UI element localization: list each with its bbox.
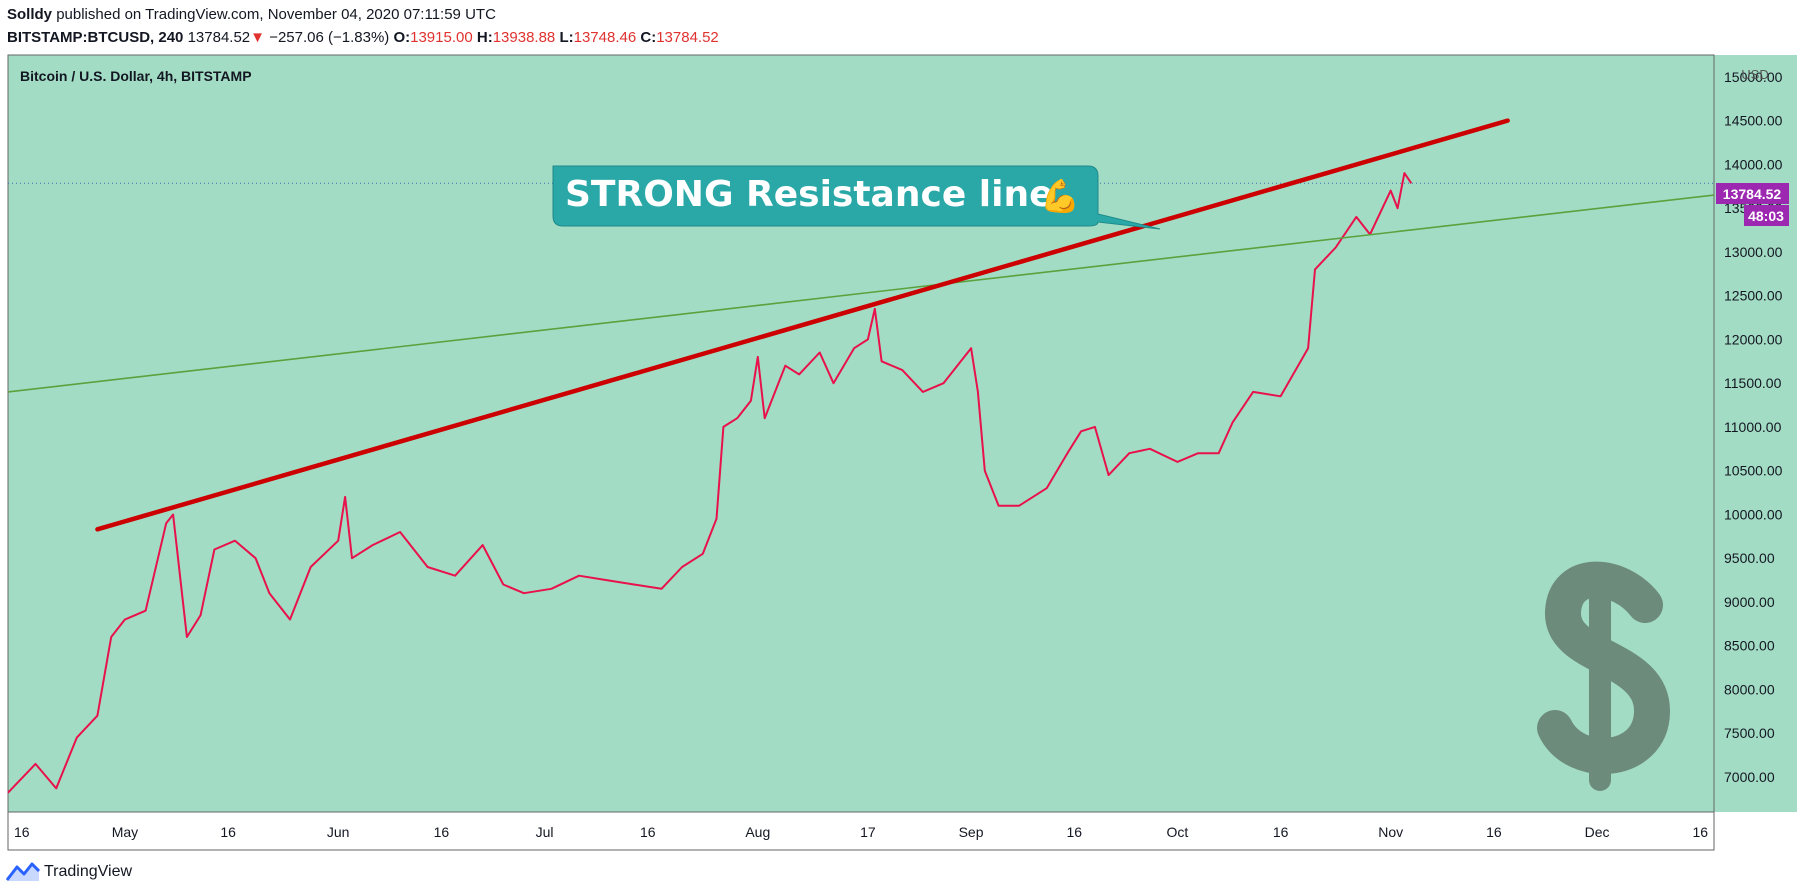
tradingview-footer[interactable]: TradingView	[6, 862, 132, 882]
price-change: −257.06 (−1.83%)	[269, 29, 390, 46]
x-tick-label: 16	[1486, 824, 1502, 840]
x-tick-label: 16	[1273, 824, 1289, 840]
low-label: L:	[559, 29, 574, 46]
y-tick-label: 11000.00	[1724, 419, 1782, 435]
x-tick-label: 16	[220, 824, 236, 840]
countdown-badge-text: 48:03	[1748, 208, 1784, 224]
y-tick-label: 10000.00	[1724, 506, 1783, 522]
tradingview-brand: TradingView	[44, 863, 133, 880]
dollar-sign-icon	[1537, 561, 1671, 791]
x-tick-label: Nov	[1378, 824, 1403, 840]
chart-title: Bitcoin / U.S. Dollar, 4h, BITSTAMP	[20, 68, 252, 84]
x-tick-label: 16	[1692, 824, 1708, 840]
author-name[interactable]: Solldy	[7, 6, 53, 23]
callout-text: STRONG Resistance line	[565, 174, 1054, 215]
published-text: published on TradingView.com, November 0…	[56, 6, 496, 23]
x-tick-label: 16	[1066, 824, 1082, 840]
y-tick-label: 15000.00	[1724, 69, 1783, 85]
open-label: O:	[393, 29, 411, 46]
publish-info: Solldy published on TradingView.com, Nov…	[7, 6, 496, 23]
x-tick-label: 17	[860, 824, 876, 840]
price-series	[7, 172, 1413, 794]
y-tick-label: 7000.00	[1724, 769, 1775, 785]
x-tick-labels: 16 May 16 Jun 16 Jul 16 Aug 17 Sep 16 Oct 16 Nov 16 Dec…	[14, 824, 1708, 840]
price-axis[interactable]	[1714, 55, 1797, 812]
high-label: H:	[476, 29, 493, 46]
x-tick-label: 16	[434, 824, 450, 840]
last-price-badge	[1716, 183, 1789, 204]
y-tick-label: 8500.00	[1724, 638, 1775, 654]
y-tick-label: 12000.00	[1724, 331, 1783, 347]
countdown-badge	[1744, 205, 1789, 226]
time-axis[interactable]	[7, 811, 1715, 851]
y-tick-label: 14500.00	[1724, 113, 1783, 129]
last-price: 13784.52	[187, 29, 251, 46]
y-tick-label: 7500.00	[1724, 725, 1775, 741]
ohlc-bar: BITSTAMP:BTCUSD, 240 13784.52▼ −257.06 (…	[7, 29, 719, 46]
y-tick-label: 11500.00	[1724, 375, 1782, 391]
x-tick-label: Jul	[536, 824, 554, 840]
low-value: 13748.46	[573, 29, 637, 46]
open-value: 13915.00	[410, 29, 473, 46]
symbol-label: BITSTAMP:BTCUSD, 240	[7, 29, 184, 46]
trend-line[interactable]	[7, 194, 1715, 393]
x-tick-label: Sep	[959, 824, 984, 840]
tradingview-logo-icon	[6, 862, 40, 881]
y-tick-label: 9500.00	[1724, 550, 1775, 566]
down-arrow-icon: ▼	[250, 29, 266, 46]
currency-label: USD	[1741, 67, 1768, 82]
y-tick-label: 12500.00	[1724, 288, 1783, 304]
close-value: 13784.52	[656, 29, 719, 46]
x-tick-label: Oct	[1167, 824, 1189, 840]
y-tick-label: 8000.00	[1724, 681, 1775, 697]
last-price-badge-text: 13784.52	[1723, 186, 1782, 202]
x-tick-label: 16	[14, 824, 30, 840]
y-tick-label: 10500.00	[1724, 463, 1783, 479]
y-tick-label: 13000.00	[1724, 244, 1783, 260]
x-tick-label: 16	[640, 824, 656, 840]
x-tick-label: Jun	[327, 824, 350, 840]
callout-box	[552, 165, 1161, 230]
x-tick-label: May	[112, 824, 138, 840]
x-tick-label: Dec	[1585, 824, 1610, 840]
high-value: 13938.88	[492, 29, 556, 46]
annotation-callout[interactable]: STRONG Resistance line 💪	[552, 165, 1161, 230]
resistance-line[interactable]	[95, 118, 1510, 532]
y-tick-labels: 7000.00 7500.00 8000.00 8500.00 9000.00 9500.…	[1724, 69, 1783, 785]
x-tick-label: Aug	[745, 824, 770, 840]
close-label: C:	[640, 29, 657, 46]
flexed-biceps-icon: 💪	[1040, 177, 1080, 215]
y-tick-label: 9000.00	[1724, 594, 1775, 610]
y-tick-label: 14000.00	[1724, 156, 1783, 172]
